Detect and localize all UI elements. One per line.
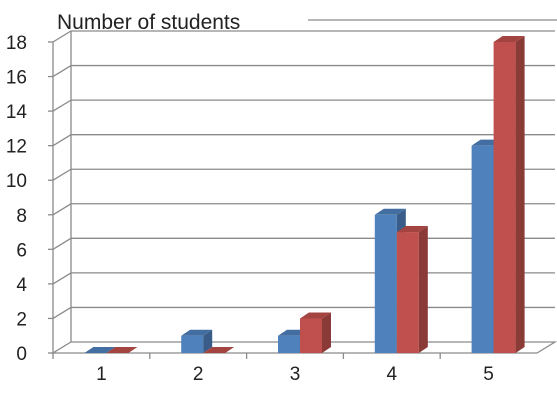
y-axis-label: Number of students [57,11,240,34]
bar [203,347,235,353]
bar-top [84,347,116,353]
bar-front [278,335,300,353]
bar [493,36,525,353]
y-tick-label: 10 [6,171,27,192]
bar-front [396,232,419,353]
x-tick-label: 2 [193,364,204,385]
bar-side [515,36,525,353]
y-tick-labels: 0 2 4 6 8 10 12 14 16 18 [6,33,53,365]
y-tick-label: 2 [16,309,27,330]
x-tick-label: 1 [96,364,107,385]
y-tick-label: 14 [6,102,28,123]
y-tick-label: 12 [6,137,27,158]
x-tick-label: 3 [290,364,301,385]
x-tick-labels: 1 2 3 4 5 [52,353,494,385]
bar [84,347,116,353]
bar-top [300,312,331,319]
x-tick-label: 4 [387,364,398,385]
bar-side [418,226,428,353]
bars [84,36,525,353]
bar-side [322,312,331,353]
bar-top [396,226,428,233]
bar-front [181,335,204,353]
bar-top [106,347,138,353]
bar-front [374,214,397,353]
x-tick-label: 5 [483,364,494,385]
bar-top [374,208,406,215]
gridline [52,99,555,112]
bar [181,329,213,353]
bar [106,347,138,353]
gridline [52,64,555,78]
bar-top [181,329,213,336]
y-tick-label: 4 [16,275,27,296]
y-tick-label: 6 [16,240,27,261]
y-tick-label: 18 [6,33,27,54]
bar [300,312,331,353]
y-tick-label: 16 [6,68,27,89]
bar-front [471,145,494,353]
bar-top [203,347,235,353]
bar-front [300,318,322,353]
bar-top [493,36,525,42]
y-tick-label: 0 [16,344,27,365]
bar [396,226,428,353]
bar-side [203,329,213,353]
y-tick-label: 8 [16,206,27,227]
bar-front [493,42,516,353]
